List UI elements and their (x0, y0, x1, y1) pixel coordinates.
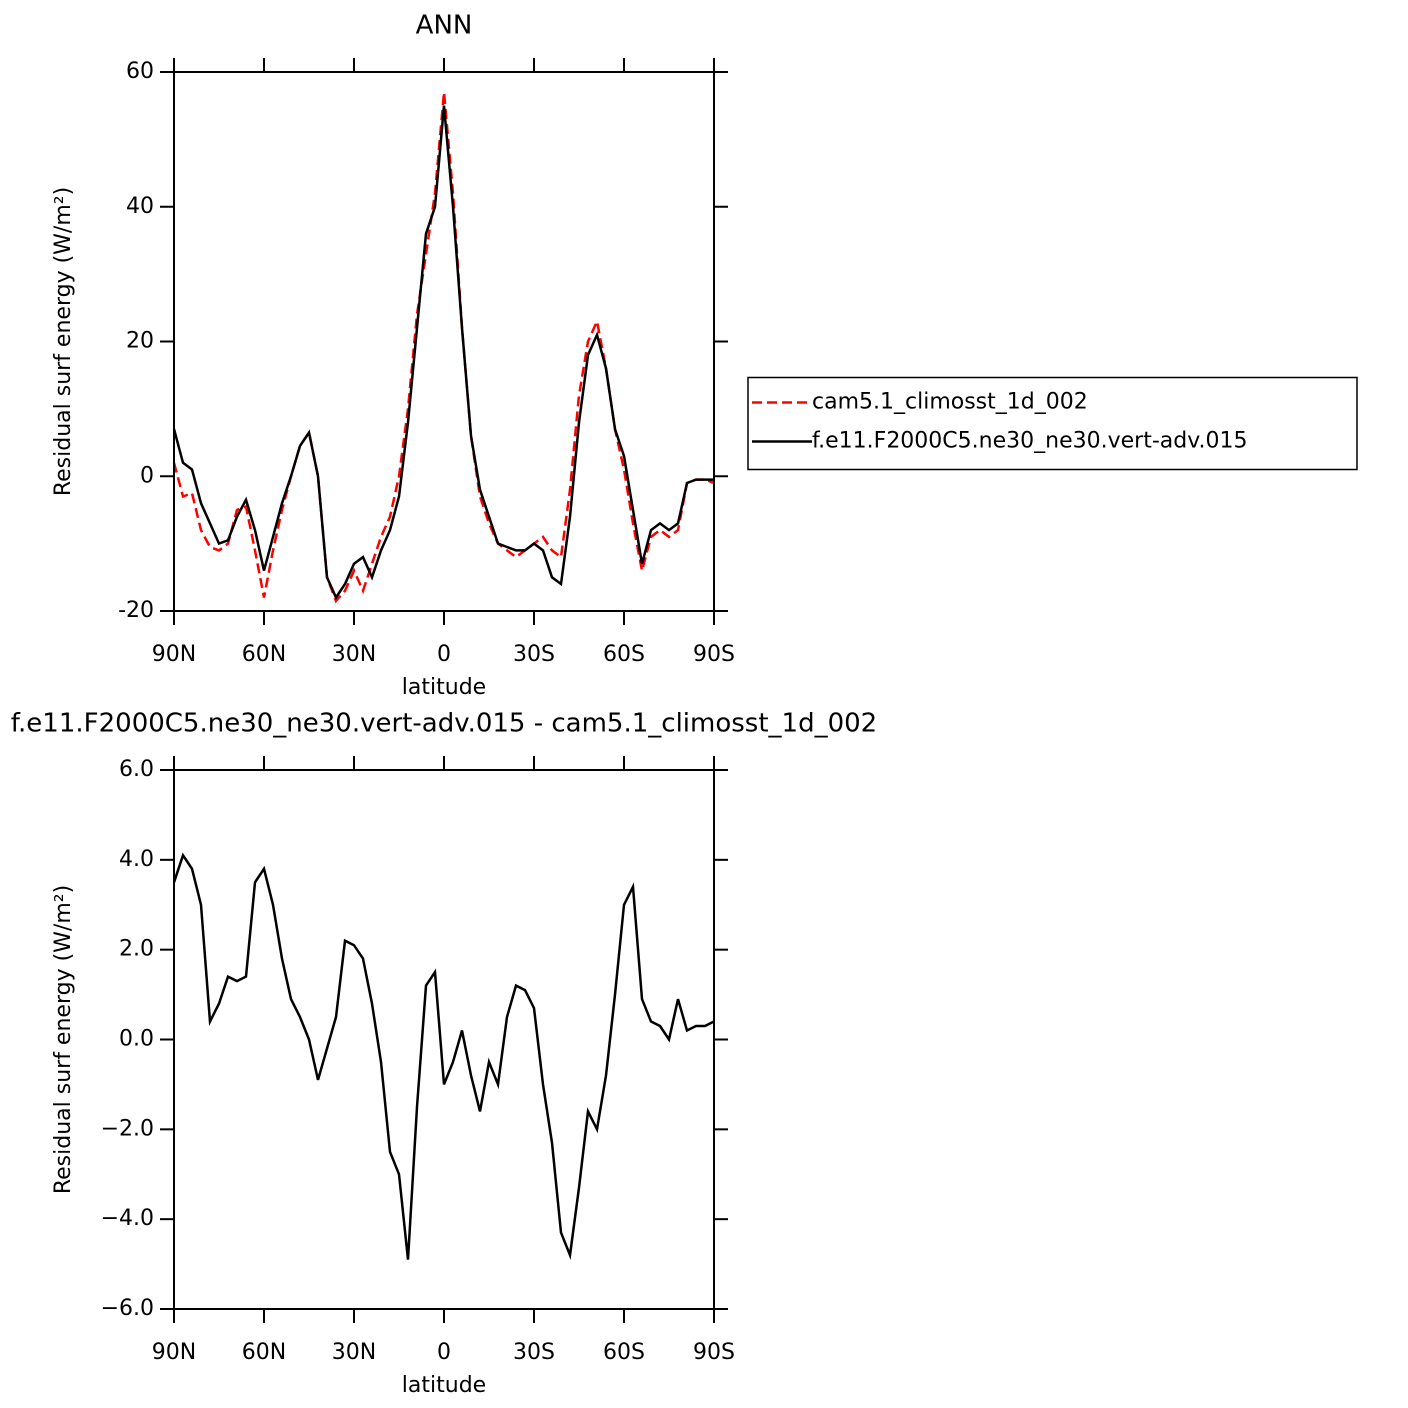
y-axis-label: Residual surf energy (W/m²) (51, 885, 76, 1194)
y-tick-label: −4.0 (101, 1206, 154, 1231)
plot-frame (173, 769, 715, 1310)
x-tick-label: 60S (603, 1340, 645, 1365)
legend-box (747, 376, 1358, 471)
x-axis-label: latitude (402, 1373, 486, 1398)
data-line (172, 92, 715, 604)
y-tick-label: 2.0 (119, 937, 154, 962)
x-tick-label: 60N (242, 1340, 286, 1365)
y-tick-label: 0 (140, 463, 154, 488)
y-tick-label: 4.0 (119, 847, 154, 872)
y-tick-label: 6.0 (119, 757, 154, 782)
x-tick-label: 0 (437, 1340, 451, 1365)
x-tick-label: 60N (242, 642, 286, 667)
legend-label: f.e11.F2000C5.ne30_ne30.vert-adv.015 (812, 429, 1248, 454)
y-tick-label: 0.0 (119, 1027, 154, 1052)
chart-title: ANN (416, 11, 473, 41)
plot-frame (173, 71, 715, 612)
x-axis-label: latitude (402, 675, 486, 700)
legend-label: cam5.1_climosst_1d_002 (812, 390, 1088, 415)
y-axis-label: Residual surf energy (W/m²) (51, 187, 76, 496)
x-tick-label: 90N (152, 1340, 196, 1365)
y-tick-label: 40 (126, 194, 154, 219)
y-tick-label: −6.0 (101, 1296, 154, 1321)
x-tick-label: 30S (513, 1340, 555, 1365)
y-tick-label: -20 (118, 598, 154, 623)
x-tick-label: 30N (332, 642, 376, 667)
data-line (172, 852, 715, 1260)
x-tick-label: 30N (332, 1340, 376, 1365)
x-tick-label: 90S (693, 642, 735, 667)
chart-title: f.e11.F2000C5.ne30_ne30.vert-adv.015 - c… (11, 709, 877, 739)
y-tick-label: 60 (126, 59, 154, 84)
x-tick-label: 90N (152, 642, 196, 667)
x-tick-label: 60S (603, 642, 645, 667)
y-tick-label: 20 (126, 329, 154, 354)
y-tick-label: −2.0 (101, 1116, 154, 1141)
data-line (172, 105, 714, 601)
x-tick-label: 90S (693, 1340, 735, 1365)
x-tick-label: 30S (513, 642, 555, 667)
x-tick-label: 0 (437, 642, 451, 667)
